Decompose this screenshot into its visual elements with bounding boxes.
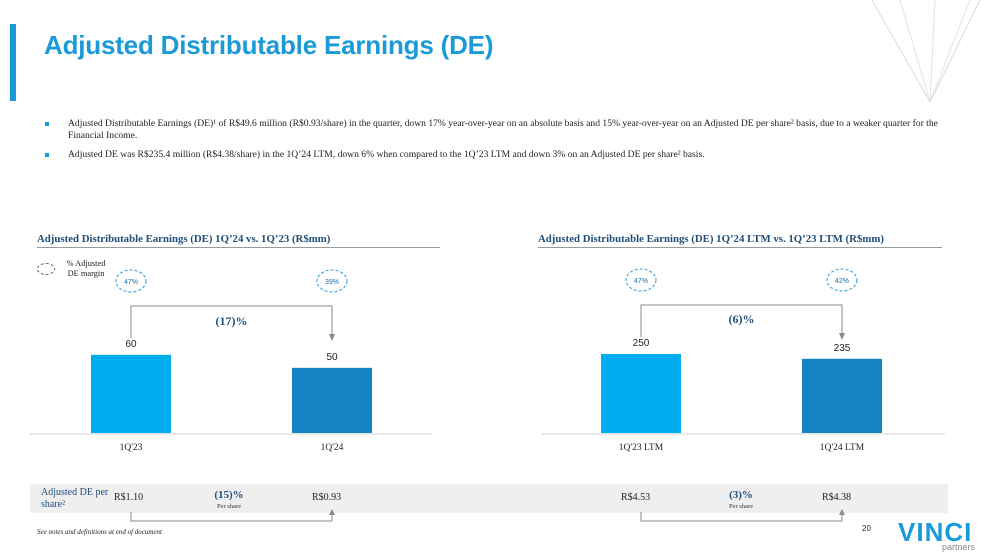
change-arrow-icon [329, 334, 335, 341]
change-bracket [640, 304, 843, 337]
per-share-note-ltm: Per share [728, 503, 753, 510]
change-arrow-icon [839, 333, 845, 340]
margin-dashed-circle-icon [316, 269, 348, 293]
per-share-bracket [640, 512, 843, 522]
per-share-band [30, 484, 948, 513]
change-label: (17)% [216, 314, 248, 328]
per-share-value-1q24-ltm: R$4.38 [822, 492, 852, 503]
margin-dashed-circle-icon [115, 269, 147, 293]
margin-label: 39% [325, 279, 339, 286]
page-number: 20 [862, 524, 871, 533]
footnote: See notes and definitions at end of docu… [37, 528, 163, 536]
bullet-item: Adjusted Distributable Earnings (DE)¹ of… [44, 118, 944, 142]
per-share-note-quarter: Per share [216, 503, 241, 510]
vinci-logo: VINCI [898, 517, 973, 547]
legend-label: % Adjusted DE margin [66, 259, 106, 278]
summary-bullets: Adjusted Distributable Earnings (DE)¹ of… [44, 118, 944, 168]
change-bracket [130, 305, 333, 338]
margin-dashed-circle-icon [625, 268, 657, 292]
data-label: 250 [633, 338, 650, 349]
page-title: Adjusted Distributable Earnings (DE) [44, 30, 494, 60]
margin-label: 42% [835, 278, 849, 285]
margin-label: 47% [124, 279, 138, 286]
margin-dashed-circle-icon [826, 268, 858, 292]
chart-title-quarter: Adjusted Distributable Earnings (DE) 1Q’… [37, 233, 440, 248]
bullet-square-icon [45, 122, 49, 126]
bullet-square-icon [45, 153, 49, 157]
x-tick-label: 1Q'24 [321, 443, 344, 453]
per-share-value-1q23-ltm: R$4.53 [621, 492, 651, 503]
x-tick-label: 1Q'23 LTM [619, 443, 664, 453]
bar-1q-24 [292, 367, 372, 433]
bar-1q-24-ltm [802, 358, 882, 433]
per-share-bracket [130, 512, 333, 522]
x-tick-label: 1Q'24 LTM [820, 443, 865, 453]
data-label: 235 [834, 343, 851, 354]
bar-1q-23 [91, 354, 171, 433]
x-tick-label: 1Q'23 [120, 443, 143, 453]
per-share-value-1q23: R$1.10 [114, 492, 144, 503]
data-label: 60 [125, 339, 137, 350]
change-label: (6)% [729, 312, 755, 326]
margin-label: 47% [634, 278, 648, 285]
per-share-arrow-icon [839, 509, 845, 515]
per-share-value-1q24: R$0.93 [312, 492, 342, 503]
per-share-arrow-icon [329, 509, 335, 515]
bar-1q-23-ltm [601, 354, 681, 433]
decorative-logo-lines [871, 0, 981, 104]
per-share-label: Adjusted DE per share² [41, 487, 109, 510]
chart-title-ltm: Adjusted Distributable Earnings (DE) 1Q’… [538, 233, 942, 248]
title-accent-bar [10, 24, 16, 101]
per-share-change-ltm: (3)% [729, 489, 753, 501]
per-share-change-quarter: (15)% [214, 489, 244, 501]
data-label: 50 [326, 352, 338, 363]
legend-dashed-circle-icon [37, 263, 55, 275]
vinci-logo-subtitle: partners [942, 542, 976, 552]
bullet-item: Adjusted DE was R$235.4 million (R$4.38/… [44, 149, 944, 161]
